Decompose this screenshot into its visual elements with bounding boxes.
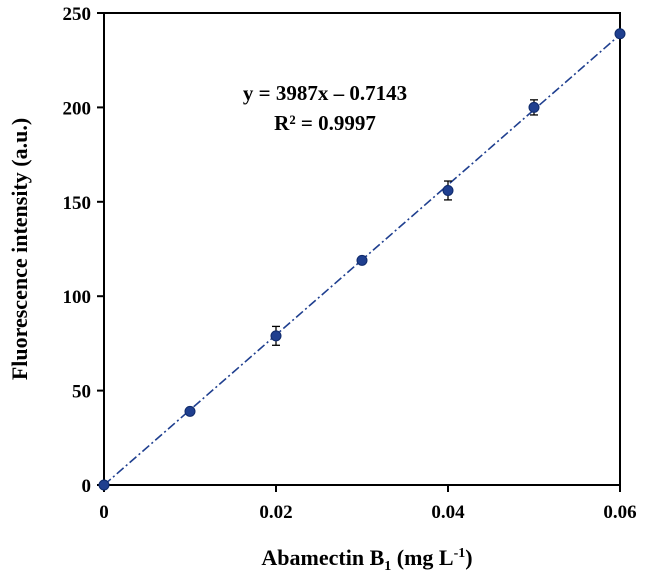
- x-tick-label: 0.06: [603, 502, 636, 523]
- data-point: [614, 28, 626, 40]
- y-tick-label: 50: [72, 382, 91, 403]
- x-tick-label: 0.02: [259, 502, 292, 523]
- x-axis-title-sup: -1: [454, 546, 466, 561]
- x-ticks: 0 0.02 0.04 0.06: [99, 485, 637, 523]
- x-axis-title-sub: 1: [384, 559, 391, 574]
- y-tick-label: 0: [82, 476, 92, 497]
- x-axis-title-main: Abamectin B: [261, 545, 384, 570]
- data-point: [184, 405, 196, 417]
- data-marks: [98, 28, 626, 491]
- y-tick-label: 200: [63, 98, 92, 119]
- y-tick-label: 100: [63, 287, 92, 308]
- x-axis-title: Abamectin B1 (mg L-1): [261, 545, 472, 574]
- x-tick-label: 0: [99, 502, 109, 523]
- y-tick-label: 150: [63, 193, 92, 214]
- data-point: [356, 254, 368, 266]
- data-point: [98, 479, 110, 491]
- data-point: [270, 330, 282, 342]
- x-axis-title-rest: (mg L: [391, 545, 453, 570]
- plot-frame: [103, 12, 621, 486]
- y-axis-title: Fluorescence intensity (a.u.): [7, 118, 32, 380]
- x-axis-title-end: ): [465, 545, 472, 570]
- y-ticks: 0 50 100 150 200 250: [63, 4, 104, 497]
- r-squared-label: R² = 0.9997: [274, 111, 376, 135]
- data-point: [442, 184, 454, 196]
- fit-equation: y = 3987x – 0.7143: [243, 81, 407, 105]
- data-point: [528, 101, 540, 113]
- y-tick-label: 250: [63, 4, 92, 25]
- x-tick-label: 0.04: [431, 502, 465, 523]
